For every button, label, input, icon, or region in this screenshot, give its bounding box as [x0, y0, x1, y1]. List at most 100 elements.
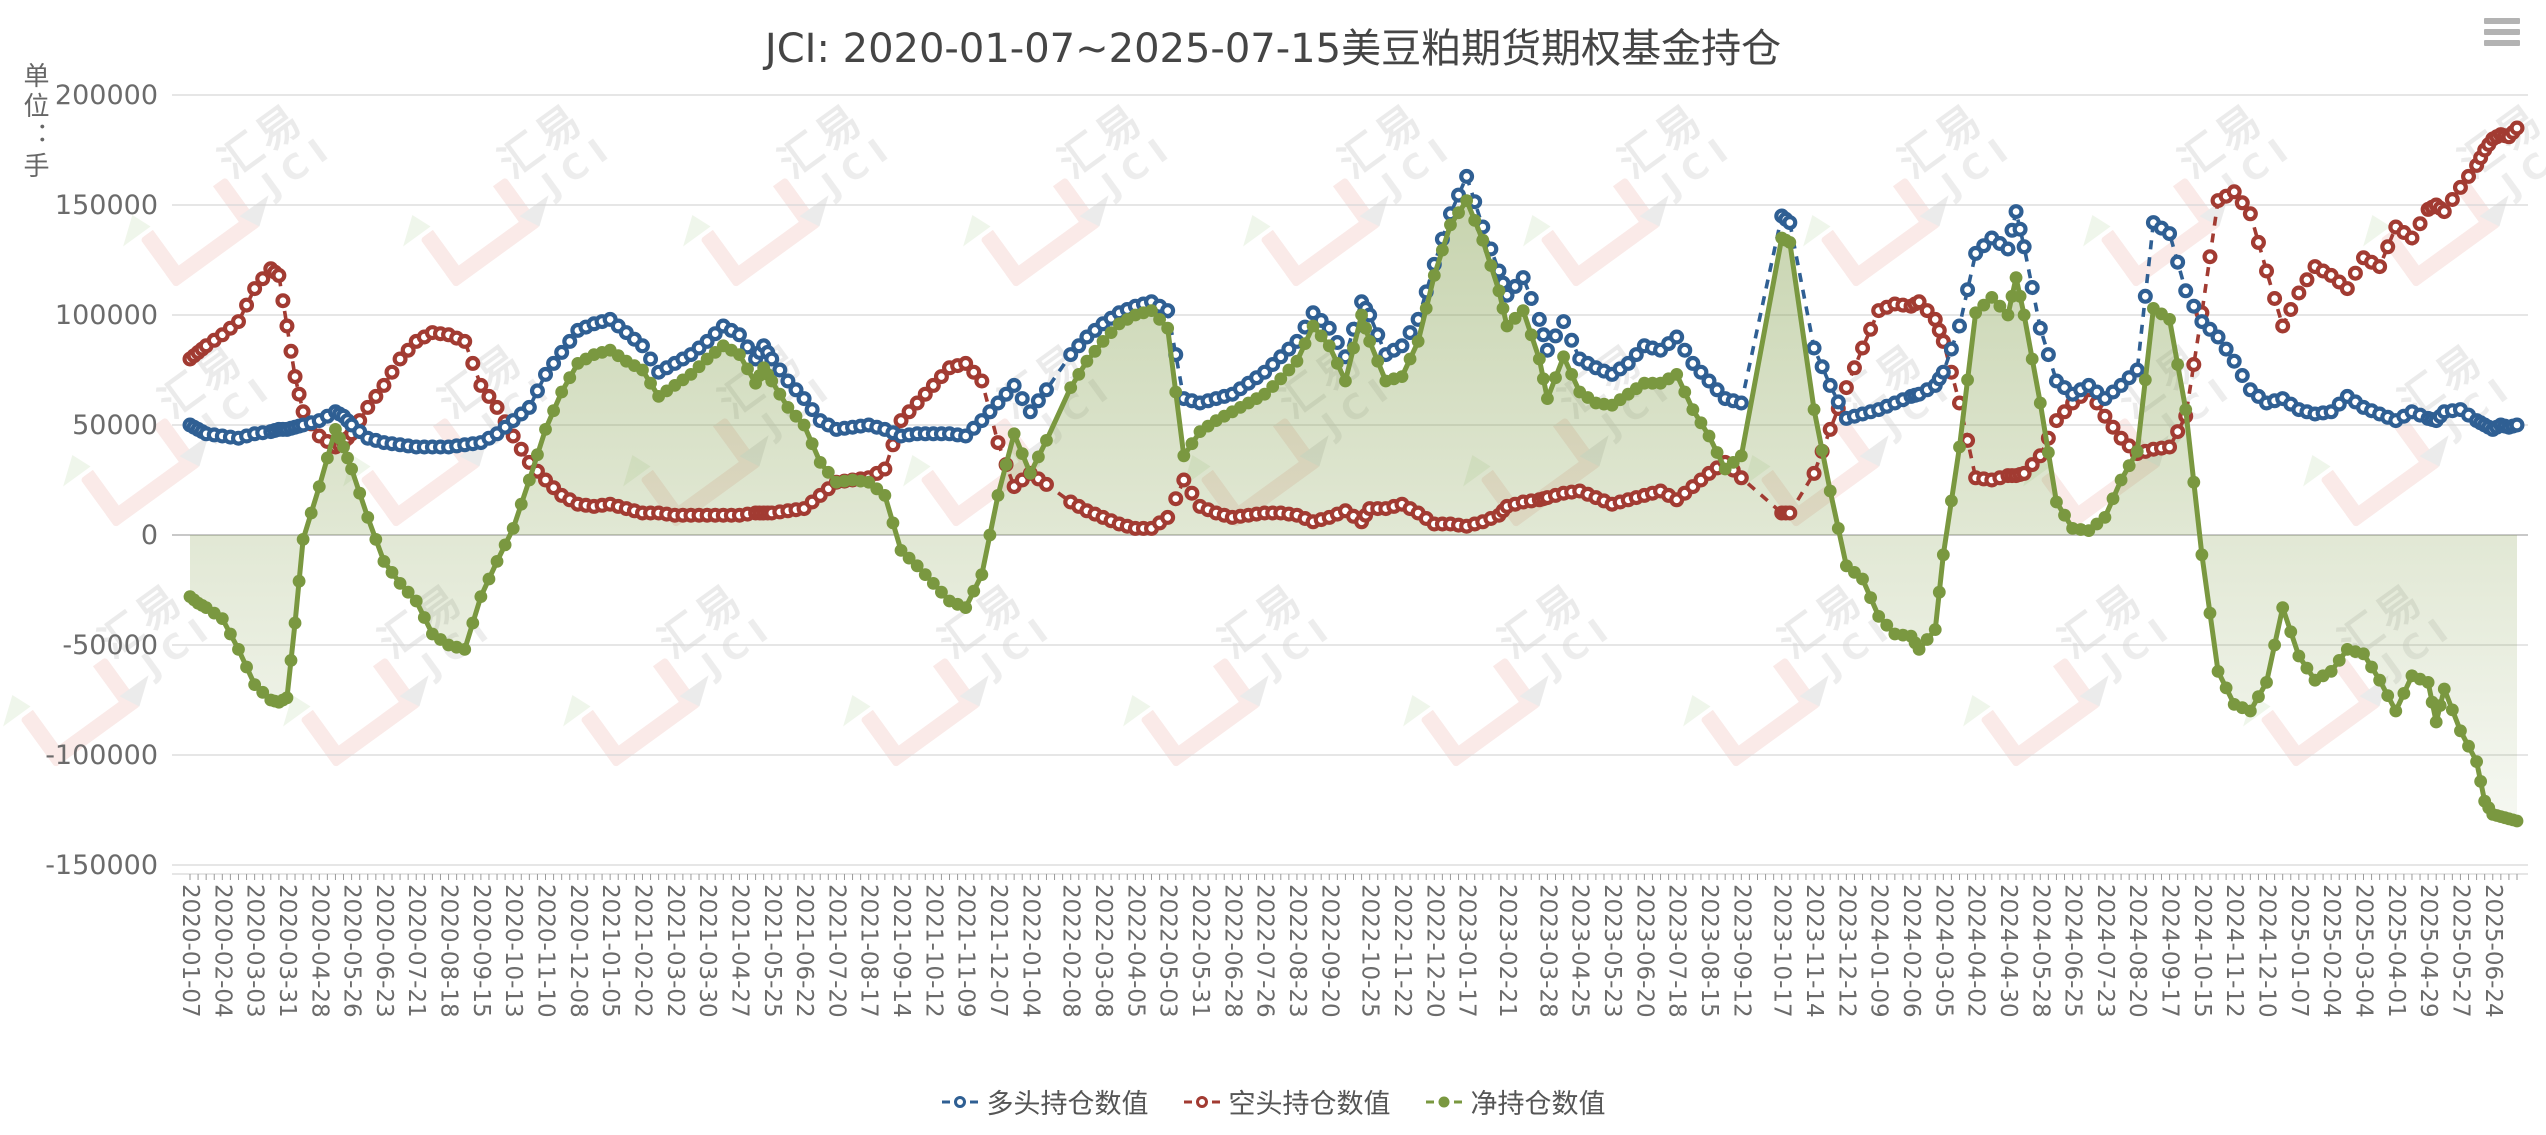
y-axis-label: -100000	[45, 740, 158, 771]
net-series-marker-icon	[1425, 1096, 1462, 1107]
x-axis-label: 2024-07-23	[2092, 884, 2118, 1018]
x-axis-label: 2023-01-17	[1454, 884, 1480, 1018]
x-axis-label: 2023-10-17	[1769, 884, 1795, 1018]
x-axis-label: 2022-06-28	[1219, 884, 1245, 1018]
menu-bar	[2484, 29, 2520, 35]
x-axis-label: 2024-04-02	[1963, 884, 1989, 1018]
x-axis-label: 2025-03-04	[2350, 884, 2376, 1018]
x-axis-label: 2020-01-07	[177, 884, 203, 1018]
x-axis-label: 2021-08-17	[856, 884, 882, 1018]
x-axis-label: 2023-02-21	[1494, 884, 1520, 1018]
x-axis-label: 2021-07-20	[823, 884, 849, 1018]
x-axis-label: 2020-06-23	[371, 884, 397, 1018]
x-axis-label: 2025-02-04	[2318, 884, 2344, 1018]
x-axis-label: 2025-01-07	[2286, 884, 2312, 1018]
x-axis-label: 2023-09-12	[1728, 884, 1754, 1018]
x-axis-label: 2020-04-28	[306, 884, 332, 1018]
y-axis-label: 150000	[55, 190, 158, 221]
y-axis-label: -150000	[45, 850, 158, 881]
legend: 多头持仓数值 空头持仓数值 净持仓数值	[0, 1082, 2546, 1121]
x-axis-label: 2023-08-15	[1696, 884, 1722, 1018]
x-axis-label: 2021-06-22	[791, 884, 817, 1018]
x-axis-label: 2024-10-15	[2189, 884, 2215, 1018]
y-axis-label: 50000	[72, 410, 158, 441]
y-axis-label: 0	[141, 520, 158, 551]
x-axis-label: 2020-11-10	[533, 884, 559, 1018]
x-axis-label: 2021-09-14	[888, 884, 914, 1018]
y-axis-unit-label: 单位：手	[19, 62, 49, 182]
x-axis-label: 2020-12-08	[565, 884, 591, 1018]
x-axis-label: 2020-05-26	[339, 884, 365, 1018]
x-axis-label: 2023-07-18	[1664, 884, 1690, 1018]
x-axis-label: 2020-09-15	[468, 884, 494, 1018]
x-axis-label: 2025-05-27	[2447, 884, 2473, 1018]
x-axis-label: 2024-06-25	[2060, 884, 2086, 1018]
hamburger-menu-icon[interactable]	[2484, 18, 2520, 50]
series-short-markers	[182, 120, 2525, 536]
x-axis-label: 2022-01-04	[1017, 884, 1043, 1018]
y-axis-label: 200000	[55, 80, 158, 111]
x-axis-label: 2020-10-13	[500, 884, 526, 1018]
x-axis-label: 2022-07-26	[1252, 884, 1278, 1018]
x-axis-label: 2023-05-23	[1599, 884, 1625, 1018]
x-axis-label: 2023-06-20	[1631, 884, 1657, 1018]
x-axis-label: 2022-08-23	[1284, 884, 1310, 1018]
series-long-markers	[182, 168, 2525, 455]
x-axis-label: 2025-04-01	[2383, 884, 2409, 1018]
x-axis-label: 2022-12-20	[1421, 884, 1447, 1018]
x-axis-label: 2020-07-21	[403, 884, 429, 1018]
legend-label: 空头持仓数值	[1228, 1089, 1391, 1120]
x-axis-label: 2024-05-28	[2027, 884, 2053, 1018]
x-axis-label: 2021-10-12	[920, 884, 946, 1018]
x-axis-label: 2022-10-25	[1357, 884, 1383, 1018]
legend-item-long[interactable]: 多头持仓数值	[941, 1082, 1149, 1121]
x-axis-label: 2021-01-05	[597, 884, 623, 1018]
menu-bar	[2484, 18, 2520, 24]
x-axis-label: 2023-03-28	[1534, 884, 1560, 1018]
legend-item-net[interactable]: 净持仓数值	[1425, 1082, 1606, 1121]
x-axis-label: 2021-03-30	[694, 884, 720, 1018]
x-axis-label: 2024-03-05	[1930, 884, 1956, 1018]
y-axis-label: -50000	[62, 630, 158, 661]
x-axis-label: 2021-05-25	[759, 884, 785, 1018]
legend-item-short[interactable]: 空头持仓数值	[1183, 1082, 1391, 1121]
x-axis-label: 2024-08-20	[2124, 884, 2150, 1018]
x-axis-label: 2025-06-24	[2480, 884, 2506, 1018]
chart-title: JCI: 2020-01-07~2025-07-15美豆粕期货期权基金持仓	[764, 26, 1782, 72]
x-axis-label: 2024-12-10	[2254, 884, 2280, 1018]
series-net-markers	[183, 194, 2524, 828]
x-axis-label: 2021-03-02	[662, 884, 688, 1018]
x-axis-label: 2023-11-14	[1801, 884, 1827, 1018]
x-axis-label: 2024-04-30	[1995, 884, 2021, 1018]
x-axis-label: 2020-08-18	[436, 884, 462, 1018]
x-axis-label: 2021-11-09	[953, 884, 979, 1018]
x-axis-label: 2020-03-31	[274, 884, 300, 1018]
x-axis-label: 2022-02-08	[1058, 884, 1084, 1018]
x-axis-label: 2024-09-17	[2157, 884, 2183, 1018]
x-axis-label: 2021-02-02	[629, 884, 655, 1018]
short-series-marker-icon	[1183, 1095, 1220, 1108]
x-axis-label: 2022-05-31	[1187, 884, 1213, 1018]
x-axis-label: 2022-11-22	[1389, 884, 1415, 1018]
x-axis-label: 2023-12-12	[1833, 884, 1859, 1018]
x-axis-label: 2023-04-25	[1567, 884, 1593, 1018]
x-axis-label: 2022-09-20	[1316, 884, 1342, 1018]
x-axis-label: 2021-04-27	[726, 884, 752, 1018]
x-axis-label: 2021-12-07	[985, 884, 1011, 1018]
x-axis-label: 2024-11-12	[2221, 884, 2247, 1018]
legend-label: 多头持仓数值	[986, 1089, 1149, 1120]
x-axis-label: 2022-05-03	[1155, 884, 1181, 1018]
x-axis-label: 2020-02-04	[209, 884, 235, 1018]
y-axis-label: 100000	[55, 300, 158, 331]
x-axis-label: 2024-01-09	[1866, 884, 1892, 1018]
menu-bar	[2484, 40, 2520, 46]
legend-label: 净持仓数值	[1470, 1089, 1606, 1120]
x-axis-label: 2022-03-08	[1090, 884, 1116, 1018]
x-axis-label: 2022-04-05	[1122, 884, 1148, 1018]
x-axis-label: 2024-02-06	[1898, 884, 1924, 1018]
long-series-marker-icon	[941, 1095, 978, 1108]
x-axis-label: 2020-03-03	[242, 884, 268, 1018]
x-axis-label: 2025-04-29	[2415, 884, 2441, 1018]
